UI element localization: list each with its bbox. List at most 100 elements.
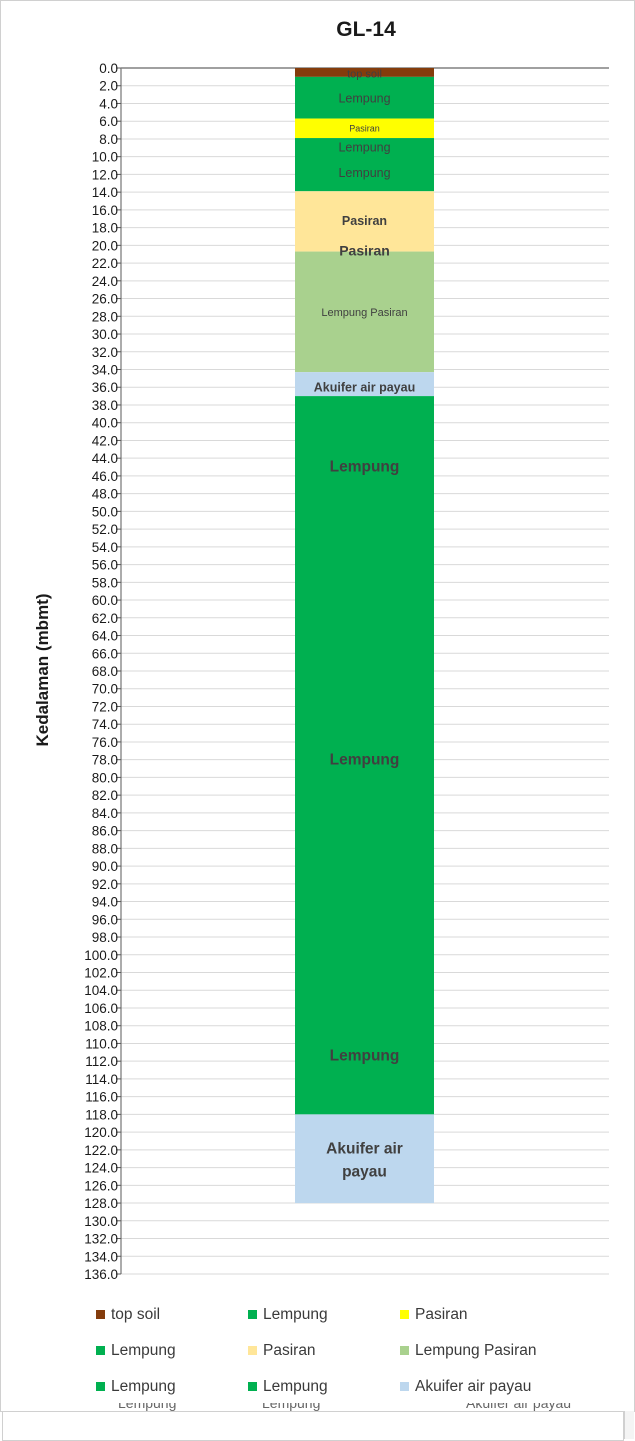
legend-item: Lempung [248,1376,328,1398]
y-tick-label: 90.0 [92,859,118,874]
layer-label: Lempung [338,166,390,180]
chart-title: GL-14 [336,18,396,41]
legend-item: Lempung [96,1340,176,1362]
y-tick-label: 64.0 [92,629,118,644]
y-tick-label: 104.0 [84,983,118,998]
y-tick-label: 78.0 [92,753,118,768]
y-tick-label: 34.0 [92,363,118,378]
layer-label: payau [342,1164,387,1181]
y-tick-label: 122.0 [84,1143,118,1158]
y-tick-label: 72.0 [92,699,118,714]
legend-label: Pasiran [415,1306,468,1323]
layer-label: Pasiran [339,243,390,259]
layer-segment [295,1114,434,1204]
y-tick-label: 70.0 [92,682,118,697]
layer-segment [295,138,434,192]
layer-label: Pasiran [349,124,380,134]
y-tick-label: 100.0 [84,948,118,963]
layer-segment [295,76,434,119]
legend-label: Lempung [263,1306,328,1323]
legend-swatch [248,1346,257,1355]
y-tick-label: 12.0 [92,167,118,182]
y-tick-label: 38.0 [92,398,118,413]
layer-label: Akuifer air [326,1141,403,1158]
y-tick-label: 108.0 [84,1019,118,1034]
layer-segment [295,251,434,373]
y-tick-label: 86.0 [92,824,118,839]
y-tick-label: 48.0 [92,487,118,502]
legend-item: Lempung [96,1376,176,1398]
layer-label: Pasiran [342,214,387,228]
y-tick-label: 4.0 [99,96,118,111]
y-tick-label: 52.0 [92,522,118,537]
y-tick-label: 94.0 [92,895,118,910]
y-tick-label: 20.0 [92,238,118,253]
y-tick-label: 42.0 [92,433,118,448]
legend-label: Lempung [111,1378,176,1395]
legend-swatch [400,1346,409,1355]
y-tick-label: 6.0 [99,114,118,129]
y-tick-label: 26.0 [92,292,118,307]
layer-segment [295,191,434,252]
legend-swatch [248,1310,257,1319]
y-tick-label: 134.0 [84,1249,118,1264]
y-tick-label: 130.0 [84,1214,118,1229]
layer-segment [295,396,434,1115]
legend-label: Pasiran [263,1342,316,1359]
layer-label: Akuifer air payau [314,381,415,395]
legend-swatch [96,1346,105,1355]
layer-label: top soil [347,68,382,80]
legend-item: Lempung [248,1304,328,1326]
layer-label: Lempung [338,92,390,106]
y-tick-label: 136.0 [84,1267,118,1282]
y-tick-label: 84.0 [92,806,118,821]
y-tick-label: 110.0 [85,1036,118,1051]
legend-label: top soil [111,1306,161,1323]
layer-label: Lempung [330,459,400,476]
legend-item: Lempung Pasiran [400,1340,537,1362]
y-tick-label: 114.0 [85,1072,118,1087]
y-tick-label: 56.0 [92,558,118,573]
y-tick-label: 14.0 [92,185,118,200]
y-tick-label: 24.0 [92,274,118,289]
legend-swatch [96,1310,105,1319]
legend-item: top soil [96,1304,160,1326]
y-tick-label: 22.0 [92,256,118,271]
y-tick-label: 128.0 [84,1196,118,1211]
legend-label: Lempung [111,1342,176,1359]
y-tick-label: 112.0 [85,1054,118,1069]
y-tick-label: 76.0 [92,735,118,750]
legend-swatch [400,1310,409,1319]
layer-segment [295,372,434,397]
legend-swatch [400,1382,409,1391]
y-tick-label: 10.0 [92,150,118,165]
y-tick-label: 28.0 [92,309,118,324]
y-tick-label: 50.0 [92,504,118,519]
truncated-legend-text: Akuifer air payau [466,1395,572,1411]
legend-label: Akuifer air payau [415,1378,532,1395]
truncated-legend-text: Lempung [118,1395,177,1411]
layer-label: Lempung [330,1048,400,1065]
legend-item: Pasiran [248,1340,316,1362]
y-tick-label: 88.0 [92,841,118,856]
y-tick-label: 116.0 [85,1090,118,1105]
y-tick-label: 46.0 [92,469,118,484]
y-tick-label: 80.0 [92,770,118,785]
y-tick-label: 62.0 [92,611,118,626]
scrollbar[interactable] [624,1411,634,1439]
y-tick-label: 16.0 [92,203,118,218]
y-tick-label: 126.0 [84,1178,118,1193]
y-tick-label: 32.0 [92,345,118,360]
y-tick-label: 106.0 [84,1001,118,1016]
y-tick-label: 102.0 [84,966,118,981]
y-tick-label: 8.0 [99,132,118,147]
layer-label: Lempung [330,751,400,768]
layer-segment [295,68,434,77]
y-tick-label: 60.0 [92,593,118,608]
y-tick-label: 124.0 [84,1161,118,1176]
legend-label: Lempung Pasiran [415,1342,537,1359]
y-tick-label: 92.0 [92,877,118,892]
y-tick-label: 36.0 [92,380,118,395]
lower-frame-strip [2,1411,624,1441]
truncated-legend-text: Lempung [262,1395,321,1411]
